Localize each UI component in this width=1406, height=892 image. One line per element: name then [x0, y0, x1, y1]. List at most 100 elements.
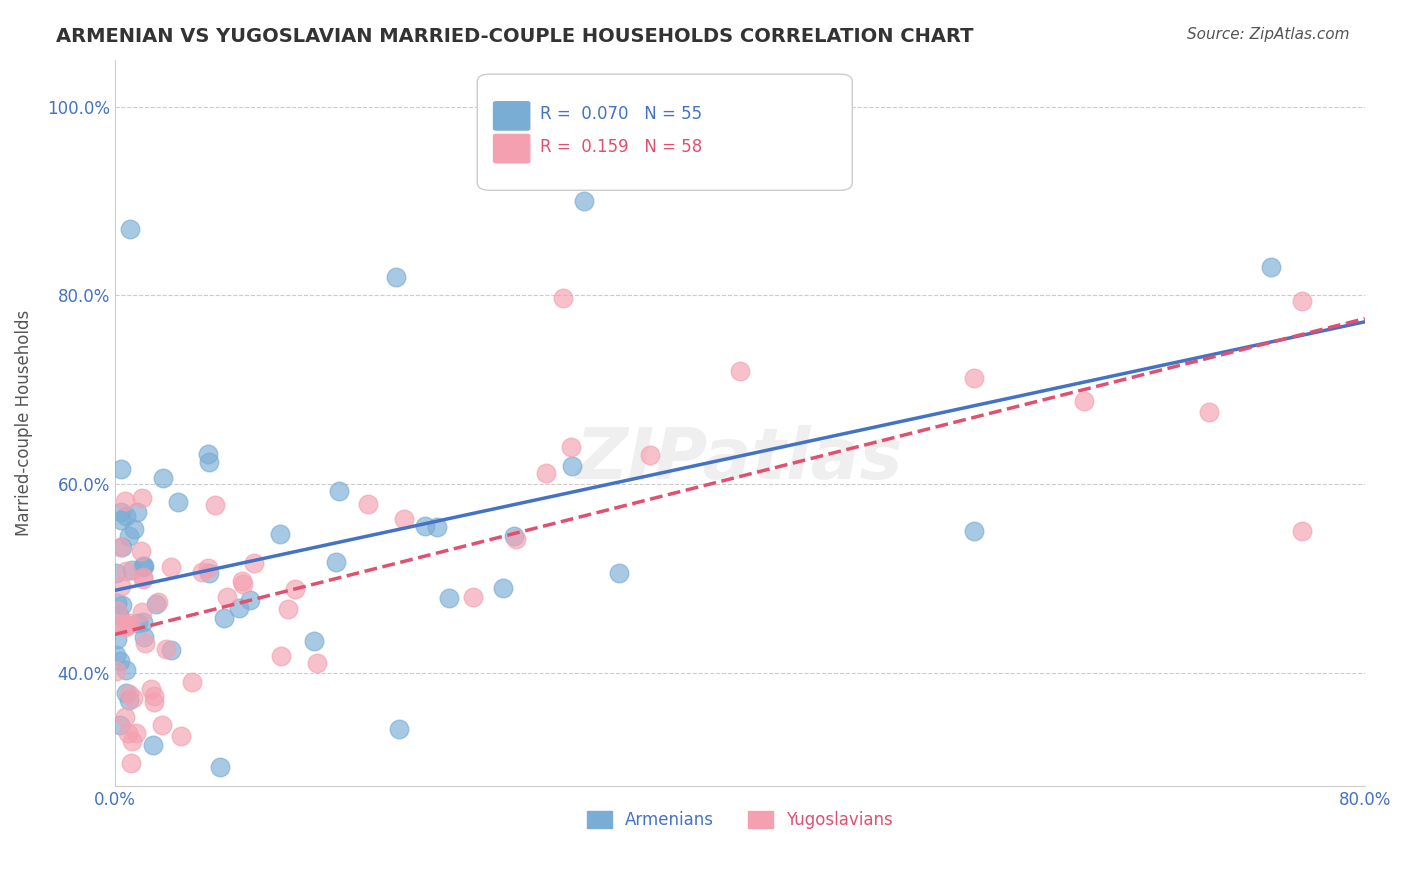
- Text: Source: ZipAtlas.com: Source: ZipAtlas.com: [1187, 27, 1350, 42]
- Point: [413, 519, 436, 533]
- Point: [105, 566, 128, 580]
- Point: [1073, 394, 1095, 409]
- Point: [204, 499, 226, 513]
- Point: [131, 491, 153, 505]
- Y-axis label: Married-couple Households: Married-couple Households: [15, 310, 32, 536]
- Point: [142, 738, 165, 752]
- Point: [198, 566, 221, 580]
- Text: R =  0.070   N = 55: R = 0.070 N = 55: [540, 105, 702, 123]
- Point: [110, 505, 132, 519]
- Point: [134, 630, 156, 644]
- Point: [118, 615, 141, 630]
- Point: [212, 610, 235, 624]
- Point: [118, 528, 141, 542]
- Point: [152, 471, 174, 485]
- Point: [132, 558, 155, 573]
- Point: [132, 572, 155, 586]
- Point: [461, 591, 484, 605]
- Point: [180, 674, 202, 689]
- Point: [325, 555, 347, 569]
- Point: [145, 598, 167, 612]
- Point: [108, 718, 131, 732]
- Point: [228, 601, 250, 615]
- FancyBboxPatch shape: [494, 135, 530, 162]
- Point: [560, 441, 582, 455]
- Point: [132, 560, 155, 574]
- Text: R =  0.159   N = 58: R = 0.159 N = 58: [540, 137, 702, 156]
- Point: [111, 541, 134, 555]
- Point: [572, 194, 595, 208]
- Point: [155, 642, 177, 657]
- Point: [114, 493, 136, 508]
- Point: [1198, 404, 1220, 418]
- Point: [118, 687, 141, 701]
- Point: [117, 618, 139, 632]
- Point: [114, 564, 136, 578]
- Point: [125, 726, 148, 740]
- Point: [111, 599, 134, 613]
- Point: [108, 654, 131, 668]
- Point: [117, 726, 139, 740]
- Point: [239, 593, 262, 607]
- Point: [132, 558, 155, 573]
- Point: [198, 454, 221, 468]
- Point: [209, 760, 232, 774]
- Point: [243, 556, 266, 570]
- Point: [143, 689, 166, 703]
- Point: [105, 617, 128, 632]
- Legend: Armenians, Yugoslavians: Armenians, Yugoslavians: [581, 804, 900, 836]
- Text: ARMENIAN VS YUGOSLAVIAN MARRIED-COUPLE HOUSEHOLDS CORRELATION CHART: ARMENIAN VS YUGOSLAVIAN MARRIED-COUPLE H…: [56, 27, 974, 45]
- Point: [1260, 260, 1282, 274]
- Point: [121, 563, 143, 577]
- Point: [110, 513, 132, 527]
- Point: [132, 615, 155, 629]
- Point: [170, 729, 193, 743]
- Point: [284, 582, 307, 596]
- Point: [159, 643, 181, 657]
- Point: [197, 447, 219, 461]
- Point: [166, 494, 188, 508]
- Point: [131, 606, 153, 620]
- Point: [131, 570, 153, 584]
- Point: [607, 566, 630, 581]
- Point: [114, 710, 136, 724]
- Point: [277, 601, 299, 615]
- Point: [105, 632, 128, 647]
- Point: [110, 579, 132, 593]
- Point: [108, 608, 131, 623]
- Point: [120, 756, 142, 771]
- Point: [534, 466, 557, 480]
- Point: [115, 663, 138, 677]
- Point: [191, 565, 214, 579]
- Point: [728, 364, 751, 378]
- Point: [114, 620, 136, 634]
- Point: [134, 636, 156, 650]
- Point: [141, 682, 163, 697]
- Point: [114, 508, 136, 523]
- Point: [305, 657, 328, 671]
- Point: [142, 695, 165, 709]
- Point: [197, 561, 219, 575]
- Point: [302, 633, 325, 648]
- Point: [394, 512, 416, 526]
- Point: [357, 497, 380, 511]
- Point: [108, 540, 131, 554]
- Point: [437, 591, 460, 606]
- Point: [269, 526, 291, 541]
- Point: [105, 648, 128, 662]
- Point: [118, 693, 141, 707]
- Point: [105, 604, 128, 618]
- Point: [232, 576, 254, 591]
- Point: [385, 269, 408, 284]
- Point: [121, 691, 143, 706]
- Point: [502, 529, 524, 543]
- Point: [328, 483, 350, 498]
- Point: [553, 292, 575, 306]
- Point: [388, 722, 411, 736]
- Point: [122, 522, 145, 536]
- Point: [505, 532, 527, 546]
- Point: [115, 617, 138, 632]
- Point: [150, 718, 173, 732]
- Point: [1291, 293, 1313, 308]
- Point: [426, 520, 449, 534]
